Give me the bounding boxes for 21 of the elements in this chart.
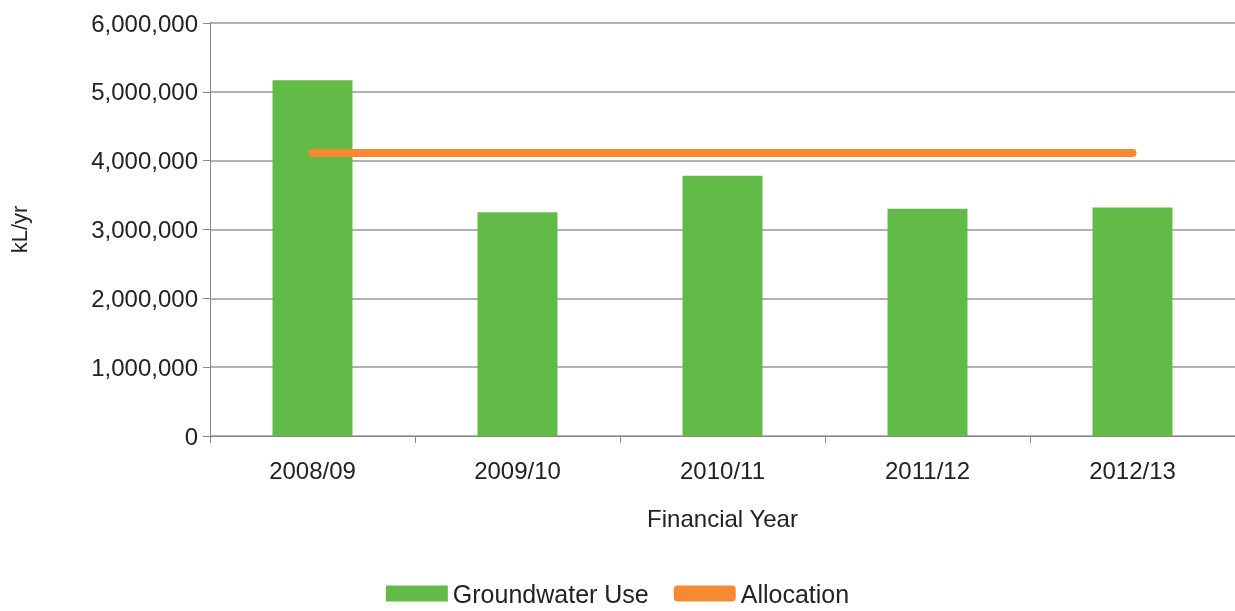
bar	[477, 212, 558, 436]
bar	[1092, 207, 1173, 436]
y-tick-label: 2,000,000	[91, 284, 198, 312]
x-tick-label: 2010/11	[680, 456, 765, 484]
bar	[682, 175, 763, 436]
bar	[272, 80, 353, 436]
y-tick-label: 4,000,000	[91, 147, 198, 175]
legend-label: Allocation	[740, 579, 850, 608]
legend-label: Groundwater Use	[452, 579, 649, 608]
y-axis-title: kL/yr	[6, 205, 32, 254]
bar	[887, 208, 968, 436]
x-tick-label: 2011/12	[885, 456, 970, 484]
x-tick-label: 2009/10	[474, 456, 561, 484]
y-tick-label: 0	[184, 422, 198, 450]
y-tick-label: 5,000,000	[91, 78, 198, 106]
y-tick-label: 6,000,000	[91, 9, 198, 37]
x-tick-label: 2008/09	[269, 456, 356, 484]
y-tick-label: 1,000,000	[91, 353, 198, 381]
y-tick-label: 3,000,000	[91, 216, 198, 243]
x-tick-label: 2012/13	[1089, 456, 1176, 484]
x-axis-title: Financial Year	[647, 504, 798, 532]
